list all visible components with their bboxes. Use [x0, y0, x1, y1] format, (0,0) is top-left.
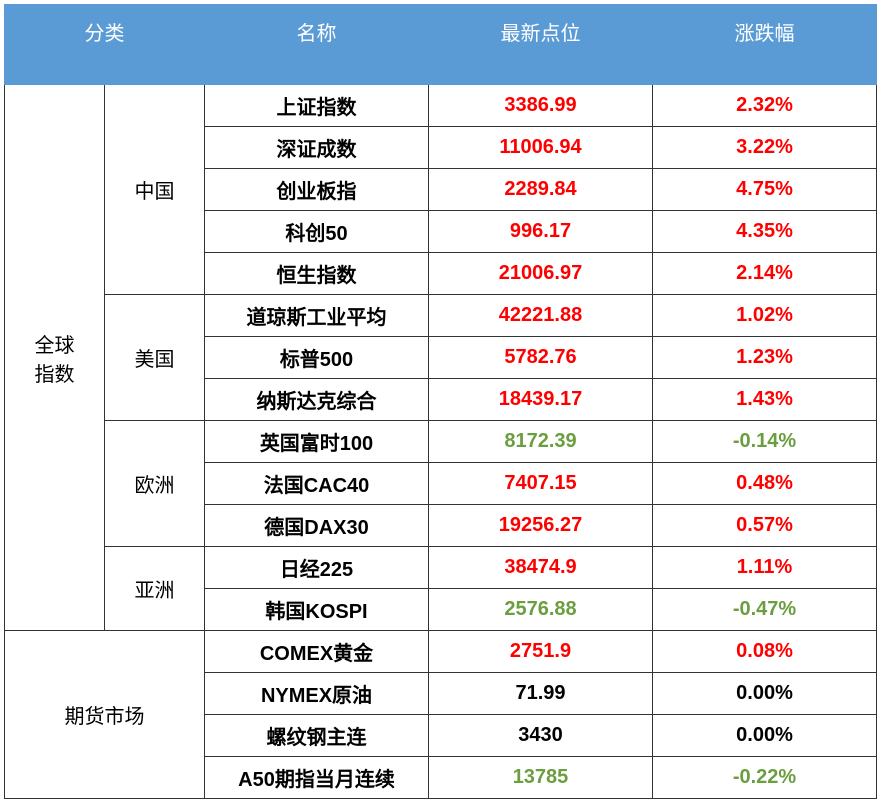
- table-row: 全球指数中国上证指数3386.992.32%: [5, 85, 877, 127]
- table-body: 全球指数中国上证指数3386.992.32%深证成数11006.943.22%创…: [5, 85, 877, 799]
- name-cell: 螺纹钢主连: [205, 715, 429, 757]
- value-cell: 3430: [429, 715, 653, 757]
- change-cell: 1.02%: [653, 295, 877, 337]
- header-value: 最新点位: [429, 5, 653, 85]
- value-cell: 2751.9: [429, 631, 653, 673]
- value-cell: 3386.99: [429, 85, 653, 127]
- change-cell: -0.22%: [653, 757, 877, 799]
- table-row: 欧洲英国富时1008172.39-0.14%: [5, 421, 877, 463]
- name-cell: 创业板指: [205, 169, 429, 211]
- name-cell: 恒生指数: [205, 253, 429, 295]
- change-cell: 2.14%: [653, 253, 877, 295]
- name-cell: 道琼斯工业平均: [205, 295, 429, 337]
- name-cell: COMEX黄金: [205, 631, 429, 673]
- header-category: 分类: [5, 5, 205, 85]
- region-cell: 中国: [105, 85, 205, 295]
- name-cell: 英国富时100: [205, 421, 429, 463]
- value-cell: 11006.94: [429, 127, 653, 169]
- name-cell: 德国DAX30: [205, 505, 429, 547]
- change-cell: 1.11%: [653, 547, 877, 589]
- change-cell: 2.32%: [653, 85, 877, 127]
- name-cell: 韩国KOSPI: [205, 589, 429, 631]
- change-cell: 3.22%: [653, 127, 877, 169]
- name-cell: 上证指数: [205, 85, 429, 127]
- category-cell: 期货市场: [5, 631, 205, 799]
- change-cell: 0.08%: [653, 631, 877, 673]
- change-cell: -0.14%: [653, 421, 877, 463]
- value-cell: 19256.27: [429, 505, 653, 547]
- change-cell: 1.43%: [653, 379, 877, 421]
- change-cell: 0.00%: [653, 715, 877, 757]
- value-cell: 13785: [429, 757, 653, 799]
- category-cell: 全球指数: [5, 85, 105, 631]
- table-row: 美国道琼斯工业平均42221.881.02%: [5, 295, 877, 337]
- region-cell: 欧洲: [105, 421, 205, 547]
- change-cell: 0.00%: [653, 673, 877, 715]
- header-row: 分类 名称 最新点位 涨跌幅: [5, 5, 877, 85]
- change-cell: 4.35%: [653, 211, 877, 253]
- market-table: 分类 名称 最新点位 涨跌幅 全球指数中国上证指数3386.992.32%深证成…: [4, 4, 877, 799]
- name-cell: 深证成数: [205, 127, 429, 169]
- table-row: 期货市场COMEX黄金2751.90.08%: [5, 631, 877, 673]
- value-cell: 42221.88: [429, 295, 653, 337]
- value-cell: 7407.15: [429, 463, 653, 505]
- name-cell: 法国CAC40: [205, 463, 429, 505]
- value-cell: 8172.39: [429, 421, 653, 463]
- value-cell: 21006.97: [429, 253, 653, 295]
- name-cell: 日经225: [205, 547, 429, 589]
- name-cell: 科创50: [205, 211, 429, 253]
- header-change: 涨跌幅: [653, 5, 877, 85]
- change-cell: -0.47%: [653, 589, 877, 631]
- region-cell: 美国: [105, 295, 205, 421]
- table-row: 亚洲日经22538474.91.11%: [5, 547, 877, 589]
- change-cell: 0.48%: [653, 463, 877, 505]
- name-cell: NYMEX原油: [205, 673, 429, 715]
- value-cell: 2576.88: [429, 589, 653, 631]
- value-cell: 71.99: [429, 673, 653, 715]
- change-cell: 4.75%: [653, 169, 877, 211]
- value-cell: 996.17: [429, 211, 653, 253]
- change-cell: 1.23%: [653, 337, 877, 379]
- name-cell: A50期指当月连续: [205, 757, 429, 799]
- value-cell: 38474.9: [429, 547, 653, 589]
- change-cell: 0.57%: [653, 505, 877, 547]
- value-cell: 2289.84: [429, 169, 653, 211]
- name-cell: 纳斯达克综合: [205, 379, 429, 421]
- name-cell: 标普500: [205, 337, 429, 379]
- region-cell: 亚洲: [105, 547, 205, 631]
- value-cell: 5782.76: [429, 337, 653, 379]
- header-name: 名称: [205, 5, 429, 85]
- value-cell: 18439.17: [429, 379, 653, 421]
